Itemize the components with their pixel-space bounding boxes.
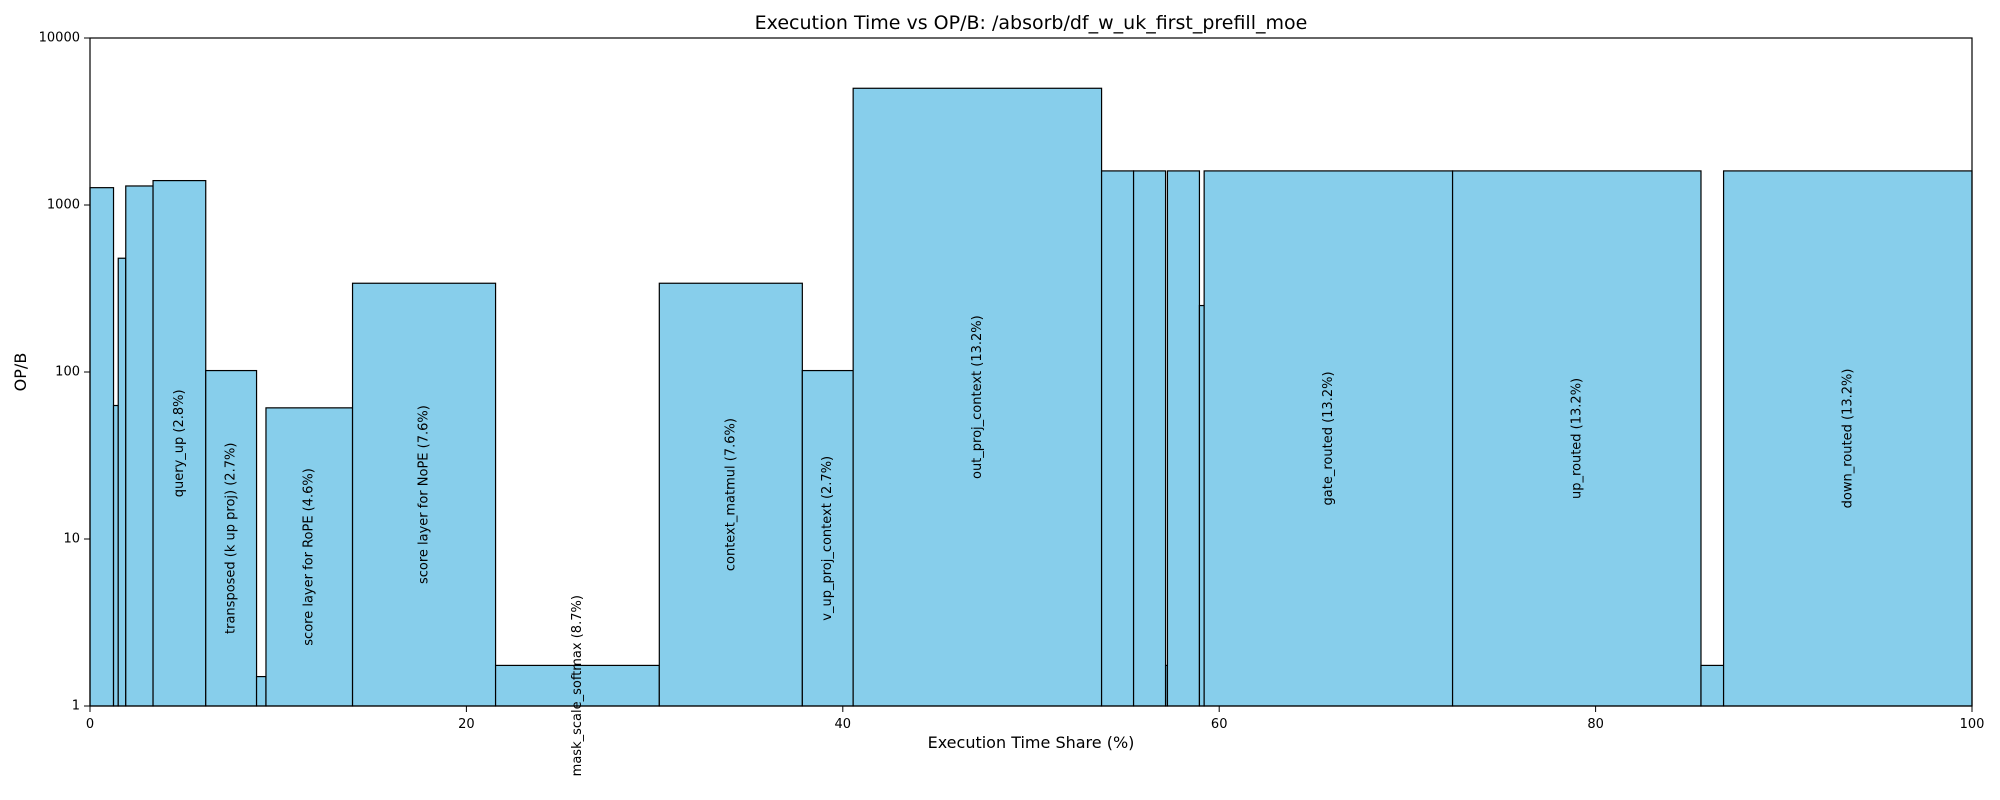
bar-label-5: transposed (k up proj) (2.7%)	[224, 443, 239, 634]
bars-group	[89, 87, 1973, 707]
y-tick-label-0: 1	[72, 699, 80, 714]
bar-label-9: mask_scale_softmax (8.7%)	[570, 595, 585, 776]
bar-label-7: score layer for RoPE (4.6%)	[302, 468, 317, 646]
bar-7	[265, 407, 354, 707]
bar-2	[117, 257, 127, 707]
x-tick-label-0: 0	[86, 717, 94, 732]
bar-1	[112, 404, 119, 707]
bar-label-11: v_up_proj_context (2.7%)	[820, 456, 835, 621]
chart-title: Execution Time vs OP/B: /absorb/df_w_uk_…	[755, 12, 1308, 34]
bar-14	[1132, 170, 1167, 707]
x-tick-label-2: 40	[835, 717, 852, 732]
bar-label-8: score layer for NoPE (7.6%)	[417, 405, 432, 584]
y-tick-label-4: 10000	[39, 31, 80, 46]
y-axis: 1 10 100 1000 10000	[39, 31, 90, 714]
bar-6	[255, 675, 267, 707]
y-tick-label-2: 100	[55, 365, 80, 380]
bar-3	[125, 185, 154, 707]
bar-5	[205, 369, 258, 707]
bar-12	[852, 87, 1103, 707]
bar-4	[152, 179, 207, 707]
x-tick-label-1: 20	[458, 717, 475, 732]
y-tick-label-3: 1000	[47, 198, 80, 213]
bar-label-18: gate_routed (13.2%)	[1321, 371, 1336, 505]
bar-8	[351, 282, 497, 707]
bar-labels-group: query_up (2.8%) transposed (k up proj) (2…	[172, 315, 1855, 776]
bar-16	[1166, 170, 1201, 707]
bar-0	[89, 187, 115, 707]
bar-label-12: out_proj_context (13.2%)	[970, 315, 985, 479]
y-axis-label: OP/B	[11, 353, 30, 392]
bar-label-21: down_routed (13.2%)	[1840, 369, 1855, 509]
x-tick-label-4: 80	[1587, 717, 1604, 732]
bar-21	[1722, 170, 1973, 707]
bar-label-10: context_matmul (7.6%)	[723, 418, 738, 571]
bar-18	[1203, 170, 1454, 707]
bar-13	[1100, 170, 1135, 707]
bar-20	[1700, 664, 1725, 707]
bar-label-4: query_up (2.8%)	[172, 389, 187, 497]
bar-17	[1198, 304, 1205, 707]
x-axis: 0 20 40 60 80 100	[86, 706, 1985, 732]
y-tick-label-1: 10	[63, 532, 80, 547]
x-axis-label: Execution Time Share (%)	[928, 733, 1135, 752]
x-tick-label-5: 100	[1960, 717, 1985, 732]
bar-label-19: up_routed (13.2%)	[1569, 378, 1584, 499]
x-tick-label-3: 60	[1211, 717, 1228, 732]
bar-10	[658, 282, 803, 707]
